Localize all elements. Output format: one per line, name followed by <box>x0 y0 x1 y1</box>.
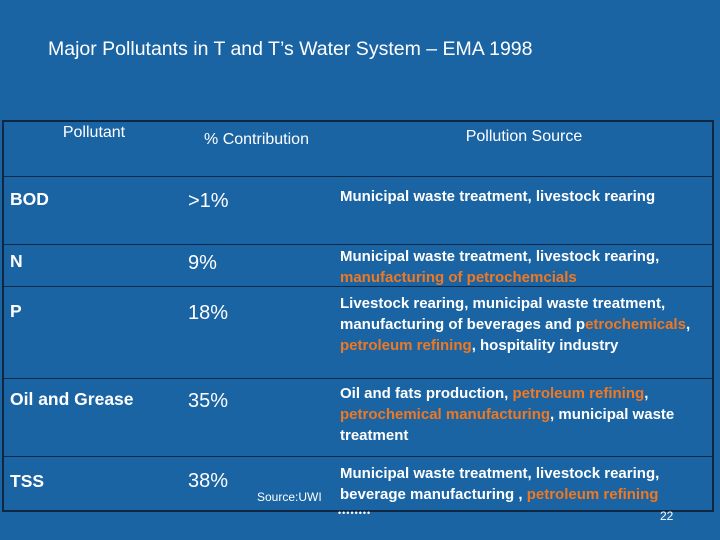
contribution-cell: 18% <box>188 302 229 324</box>
source-text: Livestock rearing, municipal waste treat… <box>340 295 666 333</box>
pollutant-cell: P <box>10 301 22 321</box>
row-divider <box>4 176 712 177</box>
source-text: p <box>575 316 586 333</box>
source-highlight-text: etrochemicals <box>585 316 686 333</box>
row-divider <box>4 378 712 379</box>
contribution-cell: 35% <box>188 390 229 412</box>
row-divider <box>4 456 712 457</box>
source-note: Source:UWI <box>257 490 322 504</box>
header-source: Pollution Source <box>465 128 583 145</box>
page-number: 22 <box>660 509 674 523</box>
source-text: , municipal waste treatment <box>340 406 675 444</box>
source-highlight-text: petroleum refining <box>340 337 472 354</box>
pollutant-cell: Oil and Grease <box>10 389 134 409</box>
row-divider <box>4 286 712 287</box>
contribution-cell: >1% <box>188 190 229 212</box>
source-highlight-text: petroleum refining <box>526 486 659 503</box>
source-cell: Municipal waste treatment, livestock rea… <box>340 246 712 288</box>
row-divider <box>4 244 712 245</box>
contribution-cell: 9% <box>188 252 217 274</box>
source-cell: Municipal waste treatment, livestock rea… <box>340 463 712 505</box>
footer-dots: •••••••• <box>338 508 372 518</box>
source-text: Municipal waste treatment, livestock rea… <box>340 465 660 503</box>
source-highlight-text: petroleum refining <box>512 385 645 402</box>
source-text: , hospitality industry <box>471 337 619 354</box>
source-text: Municipal waste treatment, livestock rea… <box>340 248 660 265</box>
header-pollutant: Pollutant <box>62 124 126 141</box>
source-highlight-text: manufacturing of petrochemcials <box>340 269 577 286</box>
header-contribution: % Contribution <box>204 131 309 148</box>
source-text: Oil and fats production, <box>340 385 513 402</box>
source-cell: Municipal waste treatment, livestock rea… <box>340 182 665 212</box>
pollutant-cell: N <box>10 251 23 271</box>
source-cell: Livestock rearing, municipal waste treat… <box>340 293 712 356</box>
source-cell: Oil and fats production, petroleum refin… <box>340 383 690 446</box>
slide-title: Major Pollutants in T and T’s Water Syst… <box>48 38 533 60</box>
source-text: Municipal waste treatment, livestock rea… <box>340 188 656 205</box>
source-text: , <box>644 385 649 402</box>
pollutant-cell: TSS <box>10 471 45 491</box>
pollutant-cell: BOD <box>10 189 49 209</box>
contribution-cell: 38% <box>188 470 229 492</box>
pollutants-table: Pollutant % Contribution Pollution Sourc… <box>2 120 714 512</box>
source-highlight-text: petrochemical manufacturing <box>340 406 551 423</box>
source-text: , <box>685 316 691 333</box>
